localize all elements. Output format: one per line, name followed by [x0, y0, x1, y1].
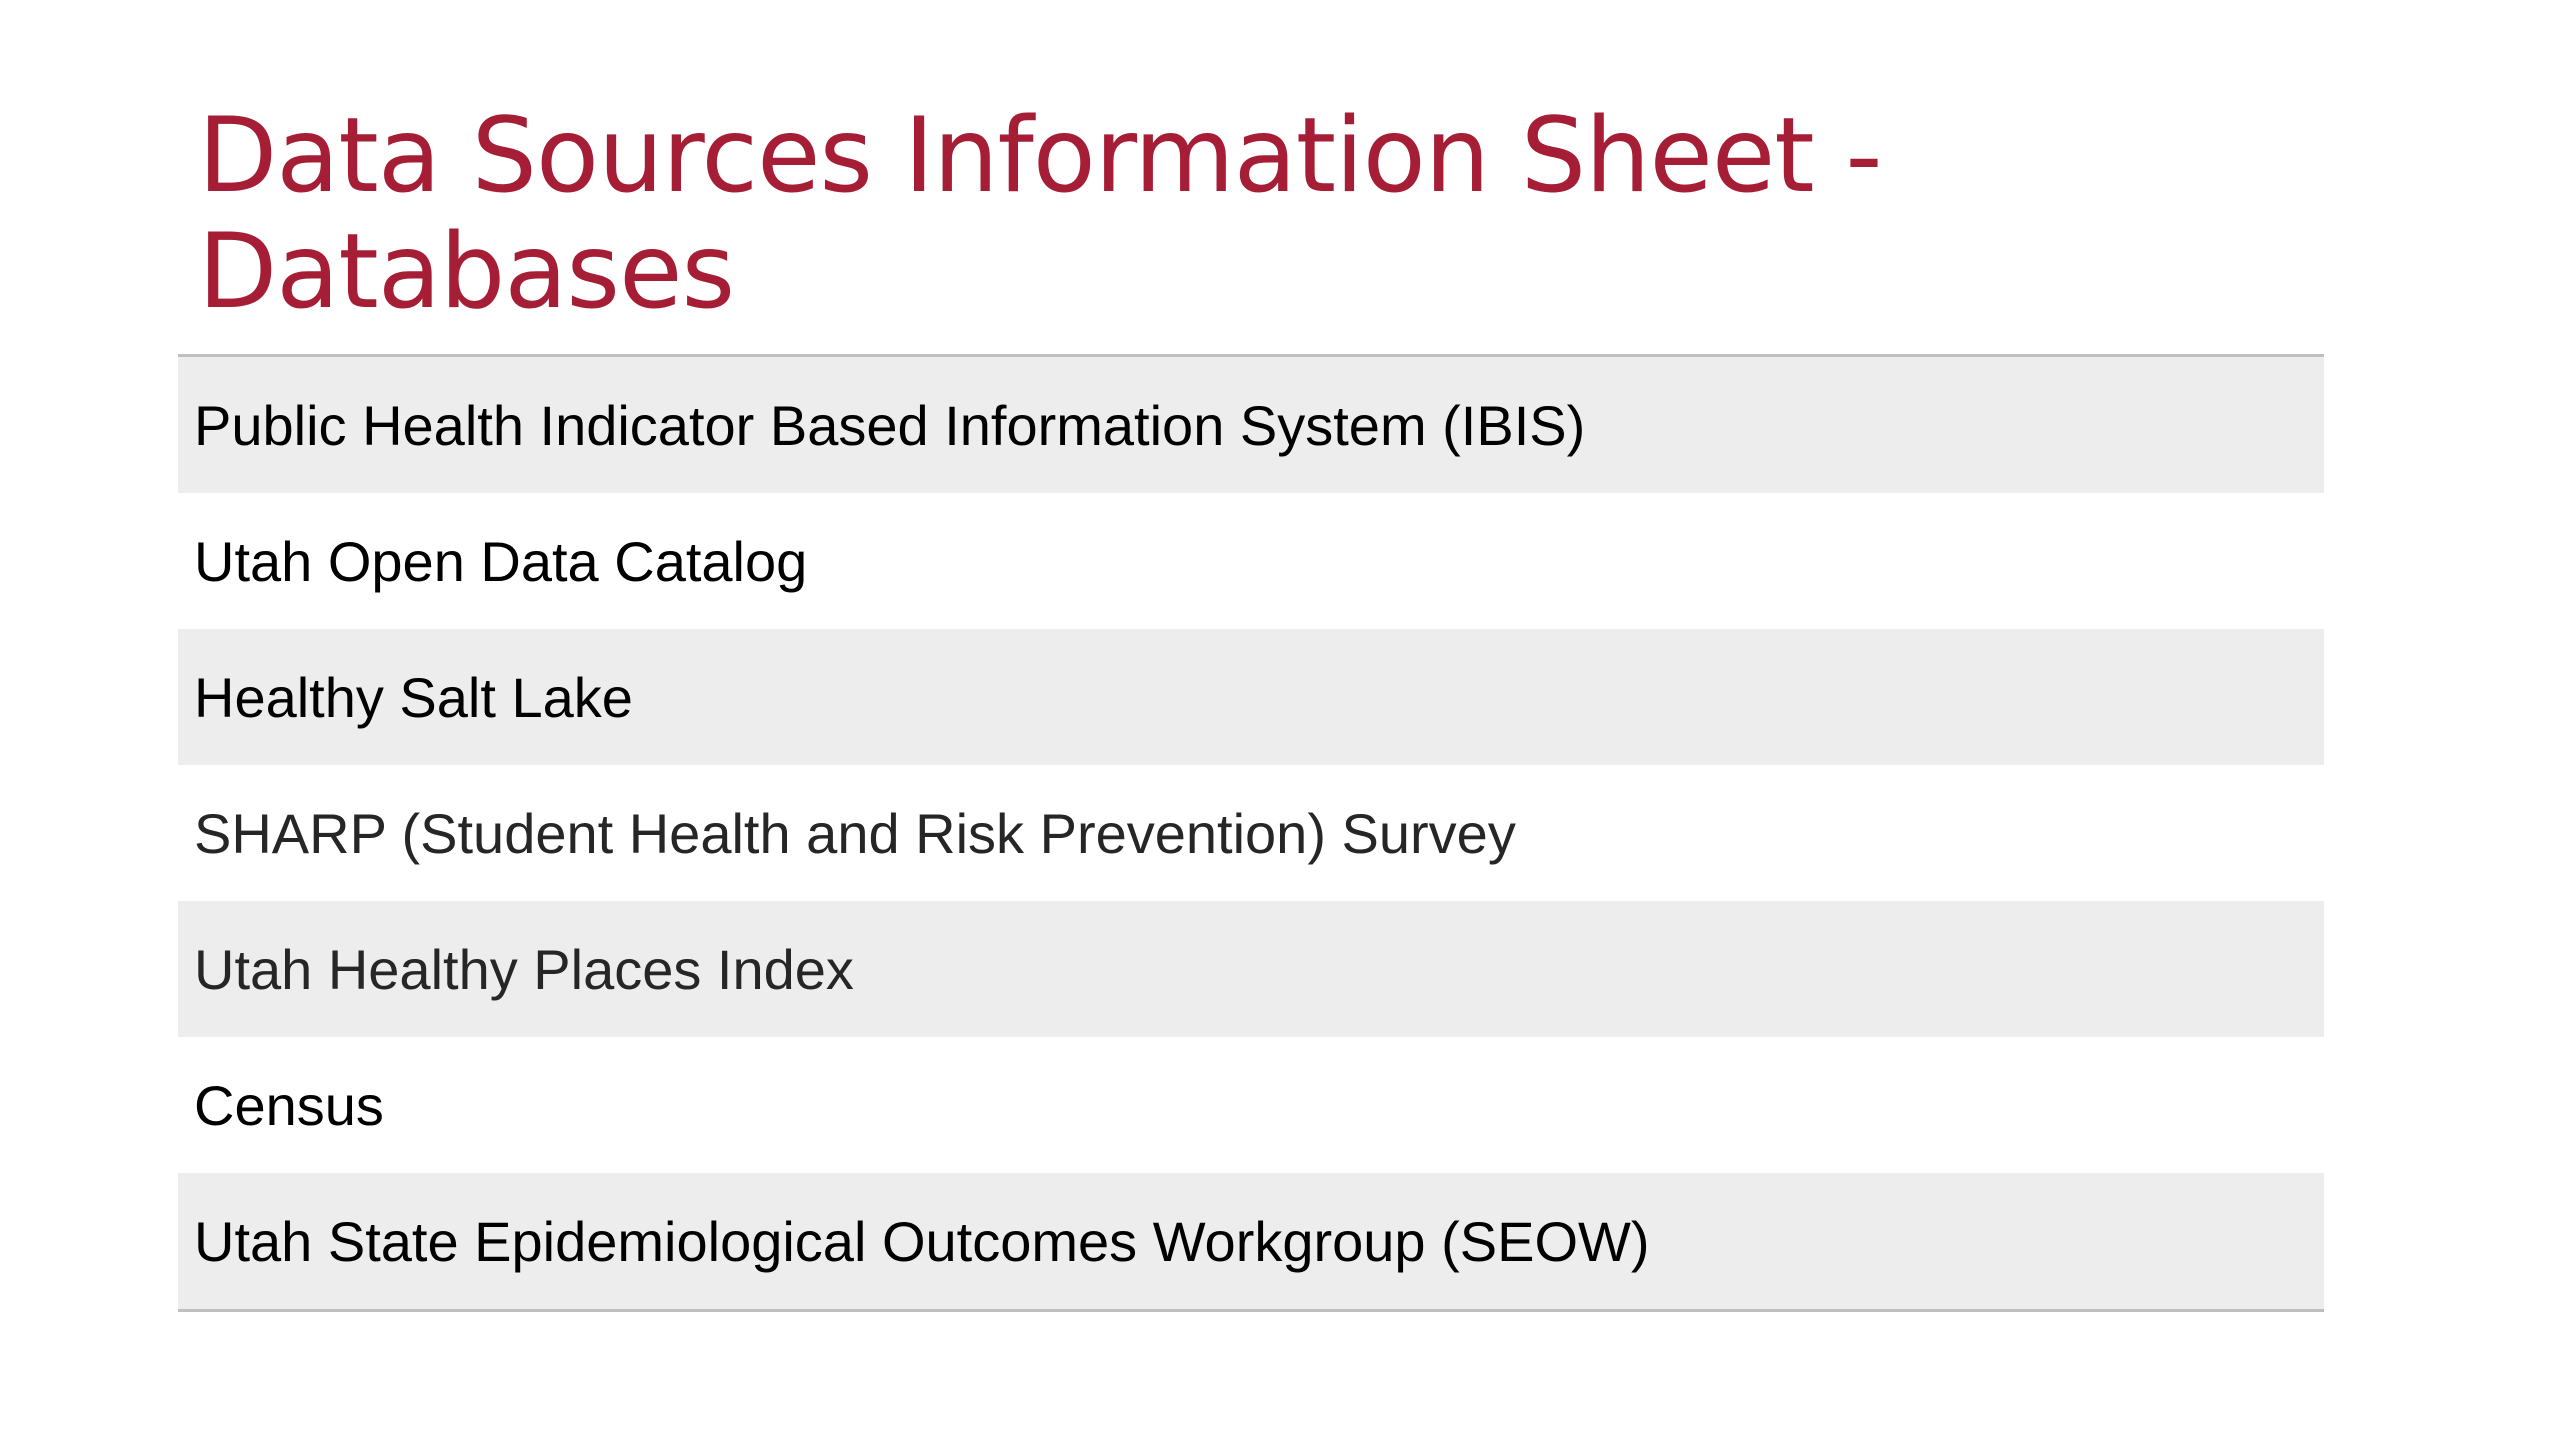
row-label: Healthy Salt Lake: [194, 665, 633, 729]
table-row: Utah Healthy Places Index: [178, 901, 2324, 1037]
table-row: SHARP (Student Health and Risk Preventio…: [178, 765, 2324, 901]
row-label: Utah Healthy Places Index: [194, 937, 854, 1001]
row-label: Utah Open Data Catalog: [194, 529, 808, 593]
row-label: Utah State Epidemiological Outcomes Work…: [194, 1209, 1650, 1273]
row-label: SHARP (Student Health and Risk Preventio…: [194, 801, 1516, 865]
row-label: Census: [194, 1073, 384, 1137]
table-row: Census: [178, 1037, 2324, 1173]
row-label: Public Health Indicator Based Informatio…: [194, 393, 1586, 457]
slide-title: Data Sources Information Sheet - Databas…: [198, 96, 1883, 332]
data-sources-table: Public Health Indicator Based Informatio…: [178, 354, 2324, 1312]
table-row: Utah State Epidemiological Outcomes Work…: [178, 1173, 2324, 1309]
table-row: Public Health Indicator Based Informatio…: [178, 357, 2324, 493]
table-row: Healthy Salt Lake: [178, 629, 2324, 765]
table-row: Utah Open Data Catalog: [178, 493, 2324, 629]
